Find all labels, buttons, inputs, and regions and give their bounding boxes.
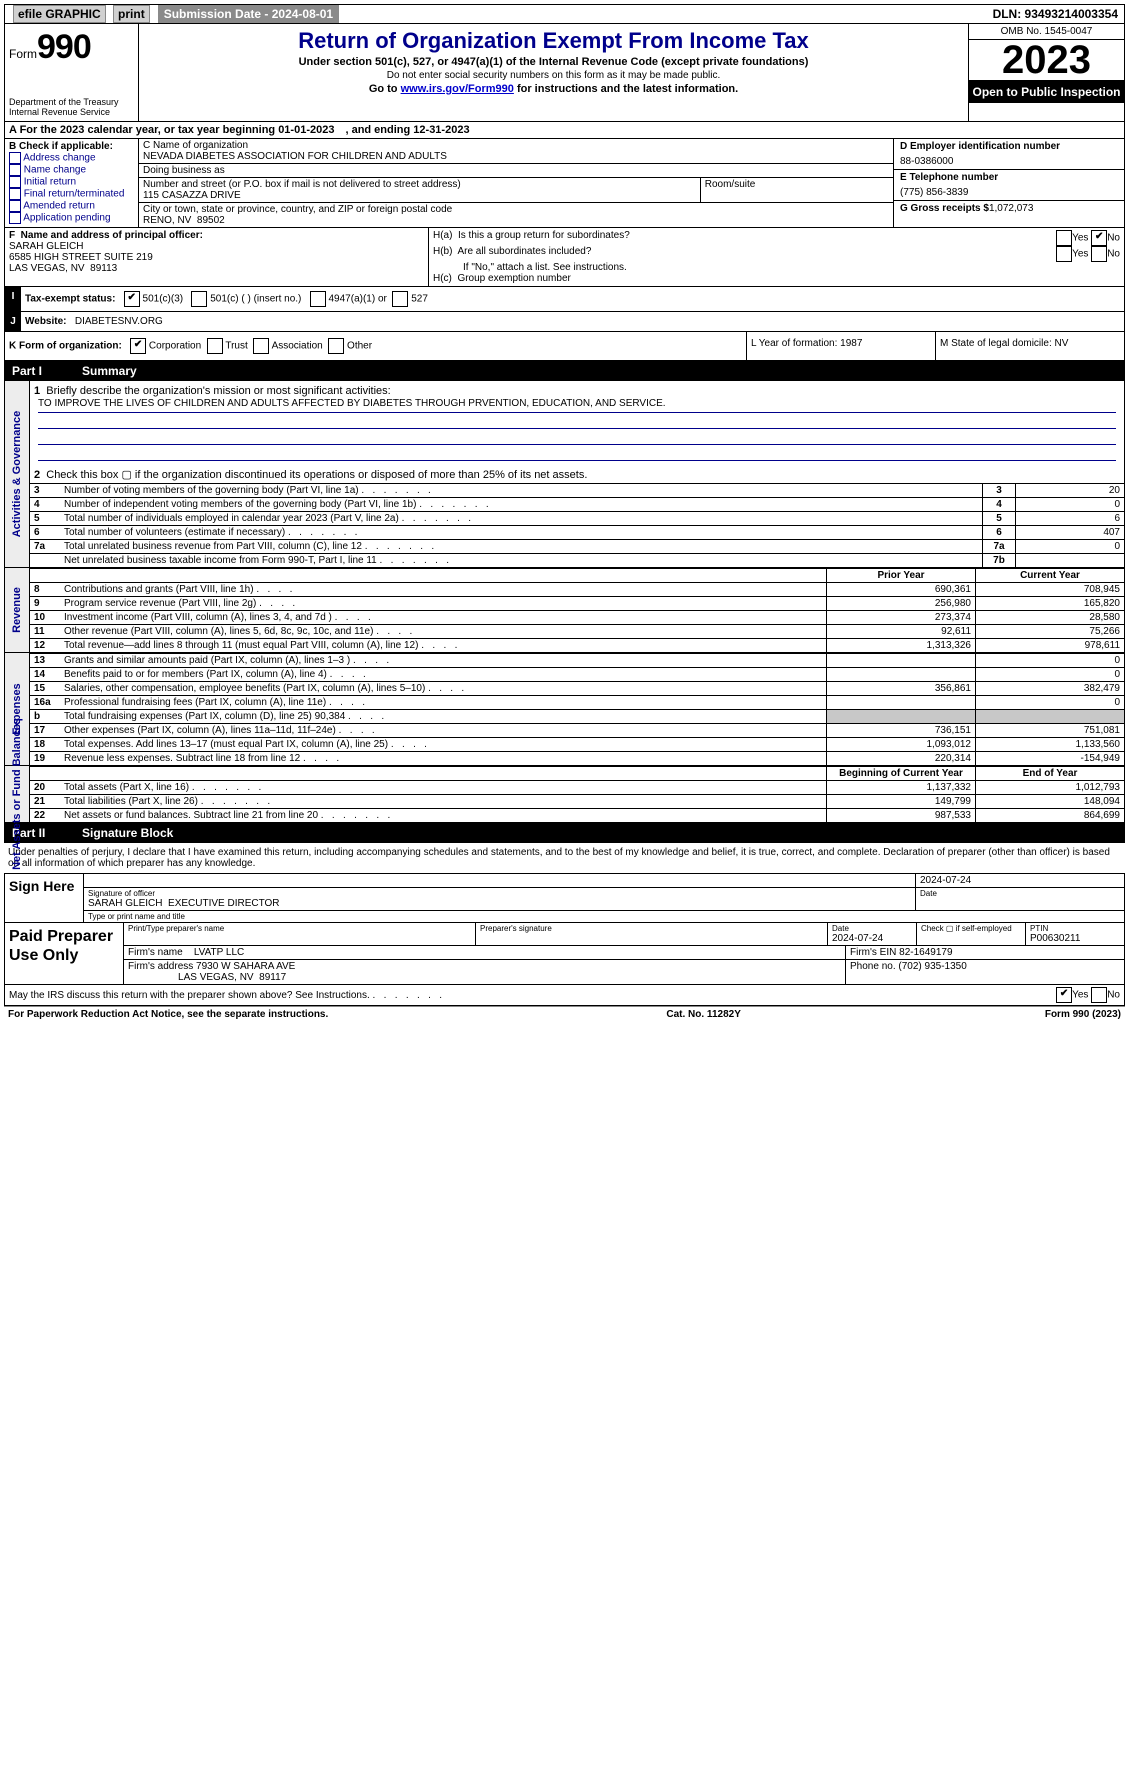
part1-header: Part I Summary	[4, 361, 1125, 381]
section-F: F Name and address of principal officer:…	[5, 228, 429, 286]
room-cell: Room/suite	[701, 178, 894, 203]
period-line: A For the 2023 calendar year, or tax yea…	[4, 122, 1125, 139]
dba-cell: Doing business as	[139, 164, 894, 178]
form-label: Form	[9, 47, 37, 61]
street-cell: Number and street (or P.O. box if mail i…	[139, 178, 701, 203]
checkbox-no[interactable]	[1091, 230, 1107, 246]
preparer-block: Paid Preparer Use Only Print/Type prepar…	[4, 923, 1125, 985]
open-to-public: Open to Public Inspection	[969, 81, 1124, 103]
tax-status-row: I Tax-exempt status: 501(c)(3) 501(c) ( …	[4, 287, 1125, 312]
subtitle-3: Go to www.irs.gov/Form990 for instructio…	[143, 83, 964, 95]
expenses-section: Expenses 13Grants and similar amounts pa…	[4, 653, 1125, 766]
dln: DLN: 93493214003354	[987, 5, 1124, 23]
identity-block: B Check if applicable: Address change Na…	[4, 139, 1125, 228]
form-header: Form990 Department of the Treasury Inter…	[4, 24, 1125, 122]
expenses-table: 13Grants and similar amounts paid (Part …	[30, 653, 1124, 765]
section-D: D Employer identification number 88-0386…	[894, 139, 1124, 227]
penalty-text: Under penalties of perjury, I declare th…	[4, 843, 1125, 873]
net-assets-table: Beginning of Current YearEnd of Year20To…	[30, 766, 1124, 822]
checkbox-yes[interactable]	[1056, 230, 1072, 246]
footer-line: For Paperwork Reduction Act Notice, see …	[4, 1006, 1125, 1022]
print-button[interactable]: print	[113, 5, 150, 23]
irs-link[interactable]: www.irs.gov/Form990	[401, 83, 514, 95]
checkbox-501c3[interactable]	[124, 291, 140, 307]
efile-button[interactable]: efile GRAPHIC	[13, 5, 106, 23]
revenue-section: Revenue Prior YearCurrent Year8Contribut…	[4, 568, 1125, 653]
discuss-row: May the IRS discuss this return with the…	[4, 985, 1125, 1006]
tax-year: 2023	[969, 40, 1124, 81]
section-B: B Check if applicable: Address change Na…	[5, 139, 139, 227]
officer-group-row: F Name and address of principal officer:…	[4, 228, 1125, 287]
org-form-row: K Form of organization: Corporation Trus…	[4, 332, 1125, 361]
sign-here-block: Sign Here 2024-07-24 Signature of office…	[4, 873, 1125, 923]
top-bar: efile GRAPHIC print Submission Date - 20…	[4, 4, 1125, 24]
net-assets-section: Net Assets or Fund Balances Beginning of…	[4, 766, 1125, 823]
website-row: J Website: DIABETESNV.ORG	[4, 312, 1125, 332]
section-H: H(a) Is this a group return for subordin…	[429, 228, 1124, 286]
submission-date: Submission Date - 2024-08-01	[158, 5, 339, 23]
city-cell: City or town, state or province, country…	[139, 203, 894, 227]
org-name-cell: C Name of organization NEVADA DIABETES A…	[139, 139, 894, 164]
form-number: 990	[37, 28, 91, 66]
website-value: DIABETESNV.ORG	[75, 316, 163, 327]
discuss-no[interactable]	[1091, 987, 1107, 1003]
subtitle-2: Do not enter social security numbers on …	[143, 70, 964, 81]
discuss-yes[interactable]	[1056, 987, 1072, 1003]
form-title: Return of Organization Exempt From Incom…	[143, 28, 964, 54]
checkbox-yes-b[interactable]	[1056, 246, 1072, 262]
part2-header: Part II Signature Block	[4, 823, 1125, 843]
dept-treasury: Department of the Treasury Internal Reve…	[9, 97, 134, 117]
governance-table: 3Number of voting members of the governi…	[30, 483, 1124, 567]
revenue-table: Prior YearCurrent Year8Contributions and…	[30, 568, 1124, 652]
subtitle-1: Under section 501(c), 527, or 4947(a)(1)…	[143, 56, 964, 68]
checkbox-no-b[interactable]	[1091, 246, 1107, 262]
governance-section: Activities & Governance 1 Briefly descri…	[4, 381, 1125, 568]
